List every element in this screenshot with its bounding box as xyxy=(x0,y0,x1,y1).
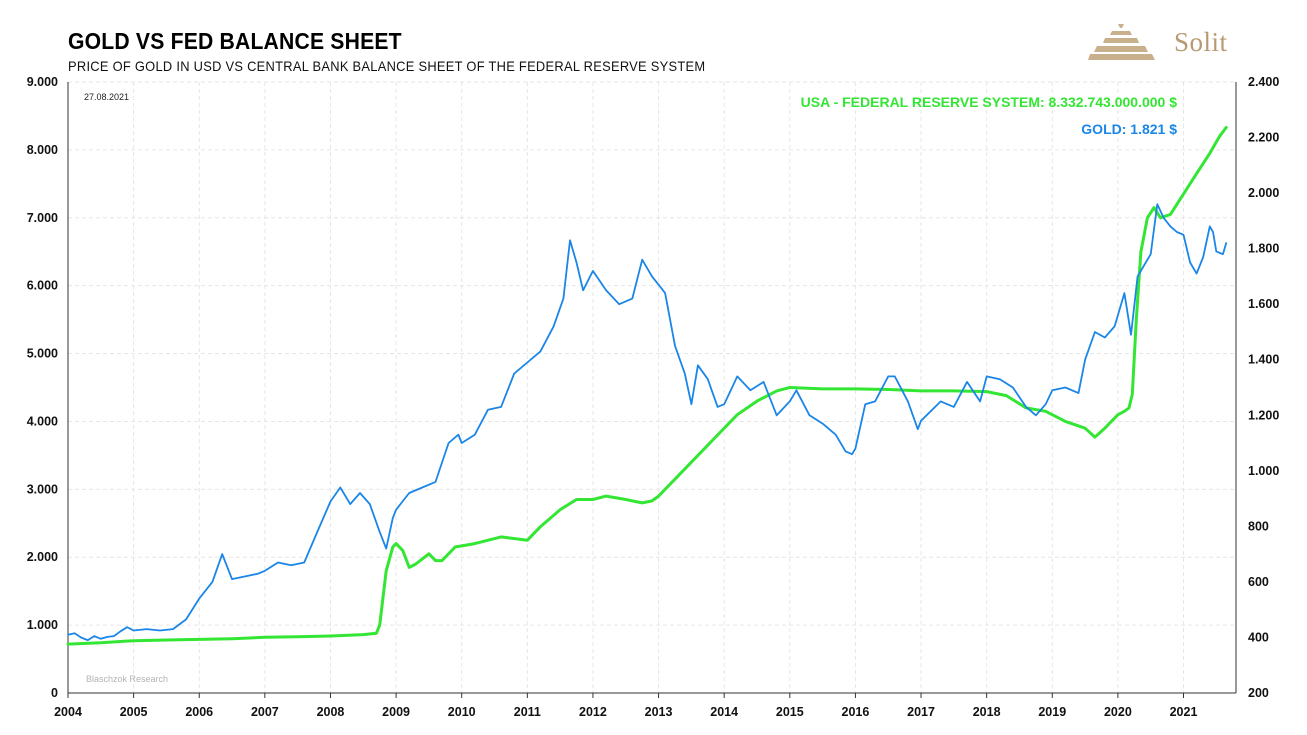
right-tick-label: 600 xyxy=(1248,575,1269,589)
x-tick-label: 2021 xyxy=(1170,705,1198,719)
left-tick-label: 2.000 xyxy=(27,550,58,564)
x-tick-label: 2008 xyxy=(317,705,345,719)
x-tick-label: 2005 xyxy=(120,705,148,719)
x-tick-label: 2019 xyxy=(1038,705,1066,719)
x-tick-label: 2020 xyxy=(1104,705,1132,719)
x-tick-label: 2016 xyxy=(842,705,870,719)
x-tick-label: 2017 xyxy=(907,705,935,719)
x-tick-label: 2009 xyxy=(382,705,410,719)
left-tick-label: 0 xyxy=(51,686,58,700)
x-tick-label: 2013 xyxy=(645,705,673,719)
x-tick-label: 2015 xyxy=(776,705,804,719)
solit-logo-icon xyxy=(1088,24,1155,60)
left-tick-label: 3.000 xyxy=(27,482,58,496)
left-tick-label: 4.000 xyxy=(27,414,58,428)
left-tick-label: 5.000 xyxy=(27,347,58,361)
left-tick-label: 8.000 xyxy=(27,143,58,157)
left-tick-label: 7.000 xyxy=(27,211,58,225)
gold-price-line xyxy=(67,203,1228,642)
x-axis: 2004 2005 2006 2007 2008 2009 2010 2011 2012 2013… xyxy=(54,82,1237,719)
left-axis: 0 1.000 2.000 3.000 4.000 5.000 6.000 7.000 8.00… xyxy=(27,75,58,700)
gridlines xyxy=(67,81,1236,694)
left-tick-label: 9.000 xyxy=(27,75,58,89)
right-tick-label: 1.000 xyxy=(1248,464,1279,478)
x-tick-label: 2004 xyxy=(54,705,82,719)
x-tick-label: 2010 xyxy=(448,705,476,719)
fed-balance-line xyxy=(66,126,1228,646)
right-tick-label: 1.400 xyxy=(1248,353,1279,367)
left-tick-label: 1.000 xyxy=(27,618,58,632)
right-tick-label: 800 xyxy=(1248,519,1269,533)
x-tick-label: 2018 xyxy=(973,705,1001,719)
credit-label: Blaschzok Research xyxy=(86,674,168,684)
series-lines xyxy=(66,126,1228,646)
x-tick-label: 2014 xyxy=(710,705,738,719)
logo-text: Solit xyxy=(1174,27,1228,57)
chart-title: GOLD VS FED BALANCE SHEET xyxy=(68,28,402,54)
date-label: 27.08.2021 xyxy=(84,92,129,102)
right-tick-label: 1.200 xyxy=(1248,408,1279,422)
right-tick-label: 400 xyxy=(1248,630,1269,644)
right-tick-label: 200 xyxy=(1248,686,1269,700)
right-tick-label: 2.400 xyxy=(1248,75,1279,89)
x-tick-label: 2011 xyxy=(514,705,541,719)
right-tick-label: 2.000 xyxy=(1248,186,1279,200)
left-tick-label: 6.000 xyxy=(27,279,58,293)
x-tick-label: 2007 xyxy=(251,705,279,719)
x-tick-label: 2006 xyxy=(185,705,213,719)
right-tick-label: 2.200 xyxy=(1248,131,1279,145)
right-tick-label: 1.600 xyxy=(1248,297,1279,311)
legend-gold: GOLD: 1.821 $ xyxy=(1081,121,1177,137)
right-tick-label: 1.800 xyxy=(1248,242,1279,256)
legend-fed: USA - FEDERAL RESERVE SYSTEM: 8.332.743.… xyxy=(801,94,1178,110)
x-tick-label: 2012 xyxy=(579,705,607,719)
chart-subtitle: PRICE OF GOLD IN USD VS CENTRAL BANK BAL… xyxy=(68,58,706,74)
right-axis: 200 400 600 800 1.000 1.200 1.400 1.600 1.800 2.0… xyxy=(1248,75,1279,700)
